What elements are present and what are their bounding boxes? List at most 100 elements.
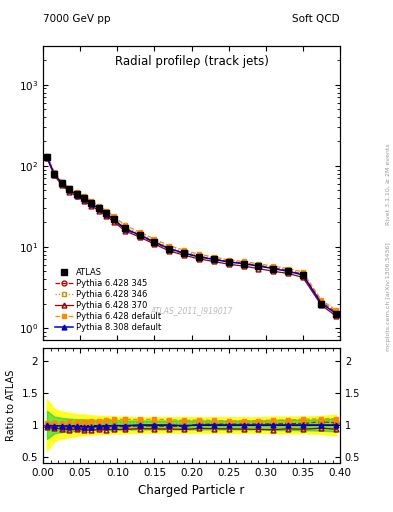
ATLAS (44, 154, 49, 160)
ATLAS (97, 205, 101, 211)
Pythia 8.308 default (334, 311, 339, 317)
Pythia 6.428 default (334, 307, 339, 313)
Pythia 6.428 370 (196, 256, 201, 262)
Pythia 8.308 default (271, 266, 275, 272)
Pythia 6.428 345 (44, 154, 49, 160)
Pythia 6.428 346 (44, 153, 49, 159)
Line: Pythia 6.428 346: Pythia 6.428 346 (44, 154, 339, 314)
Pythia 6.428 345 (167, 246, 172, 252)
Pythia 8.308 default (59, 180, 64, 186)
ATLAS (271, 266, 275, 272)
Pythia 6.428 default (319, 297, 324, 303)
Pythia 6.428 370 (44, 155, 49, 161)
ATLAS (111, 216, 116, 222)
Text: Soft QCD: Soft QCD (292, 14, 340, 24)
Pythia 8.308 default (241, 261, 246, 267)
Pythia 6.428 345 (301, 271, 305, 278)
Pythia 6.428 370 (104, 213, 108, 219)
Pythia 6.428 370 (334, 313, 339, 319)
Line: Pythia 8.308 default: Pythia 8.308 default (44, 155, 339, 316)
Pythia 6.428 default (74, 189, 79, 196)
Pythia 6.428 370 (256, 266, 261, 272)
Pythia 6.428 370 (182, 252, 187, 258)
Pythia 6.428 346 (104, 209, 108, 215)
Pythia 6.428 370 (286, 270, 290, 276)
Pythia 6.428 346 (74, 190, 79, 196)
X-axis label: Charged Particle r: Charged Particle r (138, 484, 245, 497)
Pythia 6.428 default (137, 229, 142, 235)
Pythia 6.428 default (286, 266, 290, 272)
Pythia 8.308 default (319, 301, 324, 307)
Pythia 6.428 345 (89, 201, 94, 207)
Pythia 6.428 345 (241, 260, 246, 266)
Pythia 8.308 default (44, 154, 49, 160)
Pythia 6.428 370 (241, 263, 246, 269)
Pythia 6.428 346 (111, 215, 116, 221)
Pythia 6.428 346 (123, 224, 127, 230)
Text: mcplots.cern.ch [arXiv:1306.3436]: mcplots.cern.ch [arXiv:1306.3436] (386, 243, 391, 351)
Pythia 6.428 345 (67, 187, 72, 194)
Pythia 6.428 default (211, 254, 216, 260)
Pythia 6.428 default (256, 261, 261, 267)
Pythia 6.428 346 (286, 267, 290, 273)
Pythia 6.428 370 (97, 207, 101, 214)
Pythia 6.428 default (301, 269, 305, 275)
ATLAS (167, 246, 172, 252)
Pythia 6.428 345 (256, 262, 261, 268)
Pythia 6.428 345 (211, 256, 216, 262)
Pythia 6.428 346 (52, 169, 57, 176)
Legend: ATLAS, Pythia 6.428 345, Pythia 6.428 346, Pythia 6.428 370, Pythia 6.428 defaul: ATLAS, Pythia 6.428 345, Pythia 6.428 34… (52, 265, 164, 335)
Pythia 6.428 346 (167, 245, 172, 251)
Pythia 6.428 345 (137, 232, 142, 239)
Pythia 6.428 346 (97, 204, 101, 210)
Pythia 6.428 345 (52, 172, 57, 178)
Pythia 6.428 default (44, 153, 49, 159)
Pythia 8.308 default (97, 206, 101, 212)
Pythia 6.428 346 (137, 231, 142, 237)
Pythia 8.308 default (286, 268, 290, 274)
Pythia 6.428 370 (301, 274, 305, 281)
Pythia 8.308 default (111, 217, 116, 223)
Pythia 6.428 default (196, 251, 201, 258)
Pythia 6.428 default (167, 243, 172, 249)
Pythia 6.428 346 (334, 308, 339, 314)
Pythia 6.428 370 (319, 302, 324, 308)
Pythia 8.308 default (256, 263, 261, 269)
Pythia 6.428 default (226, 257, 231, 263)
Pythia 6.428 default (82, 193, 86, 199)
Text: ATLAS_2011_I919017: ATLAS_2011_I919017 (151, 307, 233, 315)
ATLAS (89, 200, 94, 206)
Pythia 6.428 346 (211, 255, 216, 262)
Line: Pythia 6.428 370: Pythia 6.428 370 (44, 156, 339, 318)
Pythia 6.428 default (89, 198, 94, 204)
Pythia 6.428 370 (152, 241, 157, 247)
Pythia 8.308 default (211, 257, 216, 263)
Pythia 6.428 370 (74, 193, 79, 199)
Pythia 8.308 default (89, 201, 94, 207)
Line: ATLAS: ATLAS (44, 154, 339, 316)
ATLAS (52, 170, 57, 177)
ATLAS (74, 191, 79, 197)
ATLAS (104, 210, 108, 216)
ATLAS (67, 186, 72, 192)
Pythia 8.308 default (137, 232, 142, 238)
Pythia 6.428 345 (319, 298, 324, 305)
ATLAS (59, 180, 64, 186)
Line: Pythia 6.428 default: Pythia 6.428 default (44, 153, 339, 313)
ATLAS (196, 254, 201, 260)
Pythia 6.428 346 (226, 258, 231, 264)
Pythia 6.428 370 (67, 188, 72, 195)
Pythia 6.428 370 (211, 259, 216, 265)
Pythia 6.428 370 (59, 182, 64, 188)
Line: Pythia 6.428 345: Pythia 6.428 345 (44, 155, 339, 315)
ATLAS (82, 195, 86, 201)
Pythia 6.428 default (59, 179, 64, 185)
Pythia 6.428 345 (152, 240, 157, 246)
Pythia 6.428 346 (256, 262, 261, 268)
Pythia 8.308 default (104, 211, 108, 217)
ATLAS (334, 311, 339, 317)
Pythia 8.308 default (74, 191, 79, 198)
Y-axis label: Ratio to ATLAS: Ratio to ATLAS (6, 370, 16, 441)
ATLAS (137, 232, 142, 238)
ATLAS (226, 259, 231, 265)
